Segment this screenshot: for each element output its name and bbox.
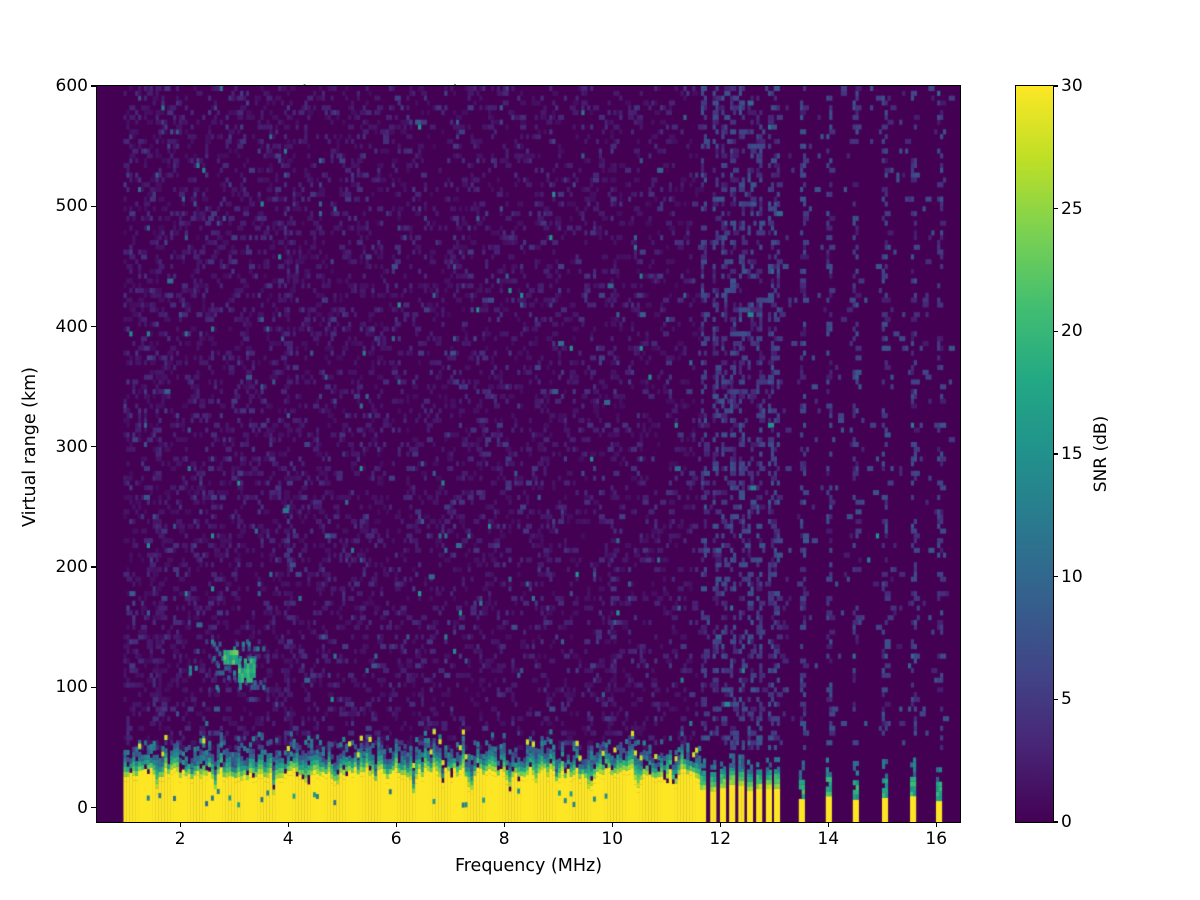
colorbar-gradient [1016, 86, 1053, 822]
colorbar-tick [1053, 85, 1059, 87]
colorbar-tick-label: 5 [1061, 689, 1072, 710]
x-axis-tick [611, 822, 613, 828]
colorbar-label: SNR (dB) [1091, 415, 1111, 493]
y-axis-tick [90, 806, 96, 809]
x-axis-tick-label: 14 [817, 829, 840, 849]
colorbar-tick-label: 20 [1061, 321, 1083, 342]
colorbar-tick-label: 25 [1061, 198, 1083, 219]
x-axis-tick [287, 822, 289, 828]
y-axis-tick-label: 400 [55, 316, 88, 337]
x-axis-tick [719, 822, 721, 828]
y-axis-tick [90, 205, 96, 207]
colorbar-tick [1053, 698, 1059, 700]
x-axis-tick-label: 12 [709, 829, 732, 849]
x-axis-label: Frequency (MHz) [454, 856, 603, 876]
x-axis-tick-label: 10 [601, 829, 624, 849]
x-axis-tick [395, 822, 397, 828]
x-axis-tick [179, 822, 181, 828]
colorbar-border [1014, 84, 1054, 823]
x-axis-tick-label: 2 [174, 829, 186, 849]
colorbar-tick [1053, 330, 1059, 332]
y-axis-tick-label: 100 [55, 677, 88, 698]
x-axis-tick-label: 8 [498, 829, 510, 849]
y-axis-tick [90, 85, 96, 87]
x-axis-tick [827, 822, 829, 828]
x-axis-tick-label: 4 [282, 829, 294, 849]
x-axis-tick-label: 6 [390, 829, 402, 849]
y-axis-tick-label: 0 [77, 797, 88, 818]
y-axis-tick [90, 325, 96, 328]
y-axis-tick [90, 686, 96, 688]
colorbar-tick-label: 15 [1061, 444, 1083, 464]
x-axis-tick [503, 822, 505, 828]
colorbar-tick-label: 30 [1061, 76, 1083, 96]
y-axis-tick-label: 600 [55, 76, 88, 96]
x-axis-tick [935, 822, 937, 828]
colorbar-tick [1053, 576, 1059, 578]
y-axis-tick-label: 500 [55, 196, 88, 217]
y-axis-tick-label: 300 [55, 436, 88, 457]
y-axis-tick [90, 446, 96, 448]
colorbar-tick-label: 10 [1061, 566, 1083, 587]
colorbar-tick [1053, 453, 1059, 455]
colorbar-tick [1053, 208, 1059, 210]
colorbar-tick-label: 0 [1061, 812, 1072, 832]
colorbar-tick [1053, 821, 1059, 823]
y-axis-tick [90, 566, 96, 568]
x-axis-tick-label: 16 [925, 829, 948, 849]
y-axis-tick-label: 200 [55, 557, 88, 578]
ionogram-heatmap-canvas [97, 86, 960, 822]
plot-border [95, 84, 961, 823]
